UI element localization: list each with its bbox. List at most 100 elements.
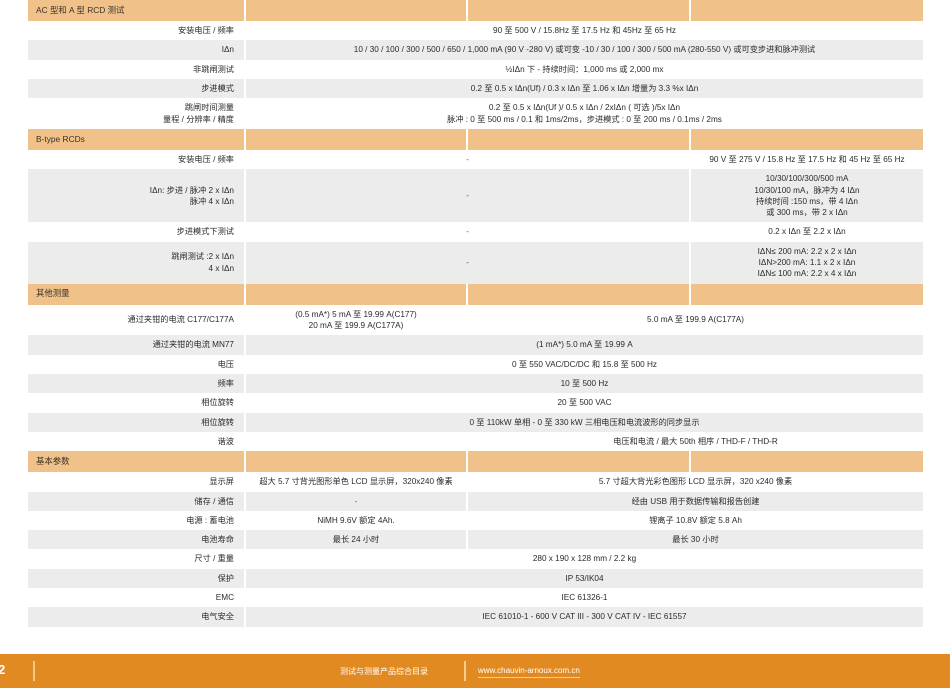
footer-left-divider bbox=[33, 661, 35, 681]
spec-row: 安装电压 / 频率 -90 V 至 275 V / 15.8 Hz 至 17.5 … bbox=[28, 149, 923, 170]
spec-row: 相位旋转 0 至 110kW 单相 - 0 至 330 kW 三相电压和电流波形的… bbox=[28, 412, 923, 432]
section-header-filler bbox=[690, 283, 923, 305]
spec-row-value: 经由 USB 用于数据传输和报告创建 bbox=[466, 491, 923, 511]
spec-row-value: 280 x 190 x 128 mm / 2.2 kg bbox=[244, 549, 923, 569]
section-header-filler bbox=[690, 128, 923, 150]
spec-row: 频率 10 至 500 Hz bbox=[28, 373, 923, 394]
spec-row: IΔn: 步进 / 脉冲 2 x IΔn 脉冲 4 x IΔn -10/30/10… bbox=[28, 169, 923, 223]
spec-row-label: IΔn: 步进 / 脉冲 2 x IΔn 脉冲 4 x IΔn bbox=[28, 169, 245, 223]
section-header-filler bbox=[467, 0, 691, 21]
section-header-filler bbox=[467, 128, 691, 150]
spec-row-label: 保护 bbox=[28, 568, 245, 589]
spec-row: 跳闸测试 :2 x IΔn 4 x IΔn - IΔN≤ 200 mA: 2.2 x… bbox=[28, 241, 923, 284]
spec-row: 电池寿命 最长 24 小时 最长 30 小时 bbox=[28, 530, 923, 550]
spec-row-value: 电压和电流 / 最大 50th 相序 / THD-F / THD-R bbox=[466, 431, 923, 452]
spec-row-value: 10 / 30 / 100 / 300 / 500 / 650 / 1,000 … bbox=[244, 40, 923, 60]
spec-row-value: 最长 24 小时 bbox=[244, 530, 467, 550]
footer-bar bbox=[0, 654, 950, 688]
spec-row: 非跳闸测试 ½IΔn 下 - 持续时间：1,000 ms 或 2,000 mx bbox=[28, 59, 923, 79]
spec-row-value: (1 mA*) 5.0 mA 至 19.99 A bbox=[244, 335, 923, 355]
specifications-table: AC 型和 A 型 RCD 测试 安装电压 / 频率 90 至 500 V / 15… bbox=[28, 0, 923, 627]
spec-row: 储存 / 通信 - 经由 USB 用于数据传输和报告创建 bbox=[28, 491, 923, 511]
spec-row-value: IEC 61326-1 bbox=[244, 588, 923, 608]
section-basic-parameters-title: 基本参数 bbox=[28, 451, 246, 473]
spec-row: 相位旋转 20 至 500 VAC bbox=[28, 393, 923, 413]
spec-row: 电压 0 至 550 VAC/DC/DC 和 15.8 至 500 Hz bbox=[28, 354, 923, 374]
section-header-row: B-type RCDs bbox=[28, 128, 923, 150]
spec-row-label: 频率 bbox=[28, 373, 245, 394]
spec-row-label: 安装电压 / 频率 bbox=[28, 21, 245, 41]
spec-row-value: 90 V 至 275 V / 15.8 Hz 至 17.5 Hz 和 45 Hz… bbox=[689, 149, 923, 170]
section-header-row: 其他测量 bbox=[28, 283, 923, 305]
spec-row-label: 电压 bbox=[28, 354, 245, 374]
section-header-filler bbox=[467, 451, 691, 473]
spec-row-value: 0 至 550 VAC/DC/DC 和 15.8 至 500 Hz bbox=[244, 354, 923, 374]
spec-row-value: 0.2 至 0.5 x IΔn(Uf) / 0.3 x IΔn 至 1.06 x… bbox=[244, 78, 923, 99]
spec-row: 谐波 电压和电流 / 最大 50th 相序 / THD-F / THD-R bbox=[28, 431, 923, 452]
section-other-measurements-title: 其他测量 bbox=[28, 283, 246, 305]
spec-row-label: 安装电压 / 频率 bbox=[28, 149, 245, 170]
spec-row-label: 跳闸时间测量 量程 / 分辨率 / 精度 bbox=[28, 98, 245, 129]
footer-page-number: 2 bbox=[0, 662, 6, 677]
spec-row-label: 跳闸测试 :2 x IΔn 4 x IΔn bbox=[28, 241, 245, 284]
spec-row-value: ½IΔn 下 - 持续时间：1,000 ms 或 2,000 mx bbox=[244, 59, 923, 79]
spec-row-value bbox=[244, 431, 467, 452]
spec-row-value: - bbox=[244, 491, 467, 511]
footer-website-link[interactable]: www.chauvin-arnoux.com.cn bbox=[478, 666, 580, 678]
spec-row-label: 通过夹钳的电流 C177/C177A bbox=[28, 304, 245, 336]
section-header-filler bbox=[245, 0, 468, 21]
spec-row: EMC IEC 61326-1 bbox=[28, 588, 923, 608]
spec-row-value: 5.7 寸超大背光彩色图形 LCD 显示屏，320 x240 像素 bbox=[466, 472, 923, 492]
spec-row-label: 非跳闸测试 bbox=[28, 59, 245, 79]
spec-row-value: NiMH 9.6V 额定 4Ah. bbox=[244, 510, 467, 531]
spec-row-label: 通过夹钳的电流 MN77 bbox=[28, 335, 245, 355]
spec-row: 步进模式下测试 -0.2 x IΔn 至 2.2 x IΔn bbox=[28, 222, 923, 242]
spec-row-value: IΔN≤ 200 mA: 2.2 x 2 x IΔn IΔN>200 mA: 1… bbox=[689, 241, 923, 284]
section-header-filler bbox=[245, 283, 468, 305]
spec-row: 跳闸时间测量 量程 / 分辨率 / 精度 0.2 至 0.5 x IΔn(Uf )… bbox=[28, 98, 923, 129]
section-header-filler bbox=[245, 128, 468, 150]
spec-row-value: 锂离子 10.8V 额定 5.8 Ah bbox=[466, 510, 923, 531]
spec-row-value: 10/30/100/300/500 mA 10/30/100 mA，脉冲为 4 … bbox=[689, 169, 923, 223]
spec-row: 电气安全 IEC 61010-1 - 600 V CAT III - 300 V … bbox=[28, 607, 923, 627]
spec-row-label: 尺寸 / 重量 bbox=[28, 549, 245, 569]
spec-row: 尺寸 / 重量 280 x 190 x 128 mm / 2.2 kg bbox=[28, 549, 923, 569]
spec-row-label: 相位旋转 bbox=[28, 412, 245, 432]
spec-row-value: - bbox=[244, 169, 690, 223]
spec-row-value: 0.2 至 0.5 x IΔn(Uf )/ 0.5 x IΔn / 2xIΔn … bbox=[244, 98, 923, 129]
footer-bottom-margin bbox=[0, 688, 950, 692]
footer-separator bbox=[464, 661, 466, 681]
spec-row-value: - bbox=[244, 149, 690, 170]
section-header-filler bbox=[690, 451, 923, 473]
spec-row-label: 电气安全 bbox=[28, 607, 245, 627]
spec-row-label: 步进模式下测试 bbox=[28, 222, 245, 242]
spec-row: 显示屏 超大 5.7 寸背光图形单色 LCD 显示屏，320x240 像素 5.7 … bbox=[28, 472, 923, 492]
spec-row: 电源 : 蓄电池 NiMH 9.6V 额定 4Ah. 锂离子 10.8V 额定 5.… bbox=[28, 510, 923, 531]
spec-row-value: 0.2 x IΔn 至 2.2 x IΔn bbox=[689, 222, 923, 242]
spec-row-value: 超大 5.7 寸背光图形单色 LCD 显示屏，320x240 像素 bbox=[244, 472, 467, 492]
spec-row-value: 5.0 mA 至 199.9 A(C177A) bbox=[466, 304, 923, 336]
spec-row-label: IΔn bbox=[28, 40, 245, 60]
spec-row: 通过夹钳的电流 MN77 (1 mA*) 5.0 mA 至 19.99 A bbox=[28, 335, 923, 355]
spec-row-label: 显示屏 bbox=[28, 472, 245, 492]
spec-row-value: 0 至 110kW 单相 - 0 至 330 kW 三相电压和电流波形的同步显示 bbox=[244, 412, 923, 432]
spec-row-label: 电源 : 蓄电池 bbox=[28, 510, 245, 531]
spec-row: 步进模式 0.2 至 0.5 x IΔn(Uf) / 0.3 x IΔn 至 1.… bbox=[28, 78, 923, 99]
section-ac-a-rcd-title: AC 型和 A 型 RCD 测试 bbox=[28, 0, 246, 21]
spec-row: 保护 IP 53/IK04 bbox=[28, 568, 923, 589]
spec-row-value: - bbox=[244, 222, 690, 242]
section-b-type-rcds-title: B-type RCDs bbox=[28, 128, 246, 150]
footer-catalog-text: 测试与测量产品综合目录 bbox=[340, 667, 428, 676]
section-header-row: AC 型和 A 型 RCD 测试 bbox=[28, 0, 923, 21]
spec-row-value: - bbox=[244, 241, 690, 284]
spec-row: IΔn 10 / 30 / 100 / 300 / 500 / 650 / 1,0… bbox=[28, 40, 923, 60]
spec-row-label: 步进模式 bbox=[28, 78, 245, 99]
spec-row-label: 相位旋转 bbox=[28, 393, 245, 413]
spec-row-label: 储存 / 通信 bbox=[28, 491, 245, 511]
spec-row-value: IEC 61010-1 - 600 V CAT III - 300 V CAT … bbox=[244, 607, 923, 627]
spec-row-label: 电池寿命 bbox=[28, 530, 245, 550]
spec-row: 通过夹钳的电流 C177/C177A (0.5 mA*) 5 mA 至 19.99… bbox=[28, 304, 923, 336]
spec-row-label: EMC bbox=[28, 588, 245, 608]
spec-row-value: IP 53/IK04 bbox=[244, 568, 923, 589]
